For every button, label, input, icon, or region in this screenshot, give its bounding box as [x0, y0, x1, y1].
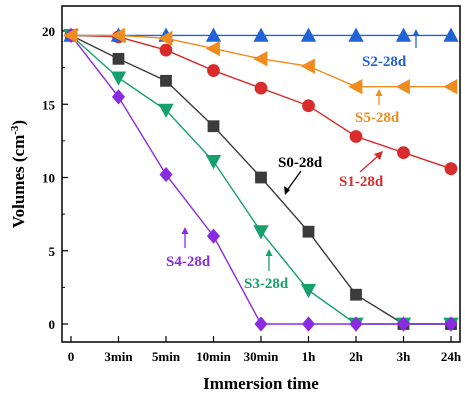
data-point-s3-28d — [205, 154, 222, 170]
data-point-s1-28d — [207, 64, 220, 77]
data-point-s5-28d — [395, 79, 410, 95]
data-point-s4-28d — [206, 228, 221, 244]
y-tick-label: 20 — [42, 24, 55, 39]
annotation-arrow-s1-28d — [359, 155, 379, 173]
y-axis-title-sup: -3 — [9, 125, 21, 135]
data-point-s0-28d — [207, 120, 220, 133]
data-point-s5-28d — [158, 30, 173, 46]
y-axis-title-main: Volumes (cm — [9, 135, 28, 228]
data-point-s2-28d — [205, 27, 222, 42]
data-point-s3-28d — [253, 225, 269, 240]
data-point-s2-28d — [348, 27, 364, 42]
data-point-s0-28d — [160, 74, 172, 87]
series-markers — [63, 27, 459, 332]
data-point-s2-28d — [443, 27, 459, 42]
data-point-s5-28d — [63, 27, 78, 44]
data-point-s5-28d — [300, 58, 315, 74]
data-point-s0-28d — [112, 52, 125, 65]
x-tick-label: 3min — [104, 349, 133, 364]
x-tick-label: 24h — [441, 349, 462, 364]
data-point-s3-28d — [110, 71, 127, 86]
annotation-arrowhead-s0-28d — [284, 186, 290, 195]
series-annotations: S2-28d S5-28d S1-28d S0-28d S3-28d S4-28… — [166, 29, 420, 292]
y-axis-title: Volumes (cm-3) — [9, 120, 28, 228]
data-point-s5-28d — [205, 40, 220, 57]
y-tick-label: 0 — [49, 317, 56, 332]
data-point-s1-28d — [159, 43, 173, 57]
data-point-s4-28d — [254, 316, 268, 332]
data-point-s3-28d — [300, 283, 317, 299]
data-point-s2-28d — [300, 27, 317, 42]
annotation-arrowhead-s4-28d — [181, 227, 189, 234]
annotation-s0-28d: S0-28d — [278, 155, 323, 171]
data-point-s3-28d — [158, 103, 174, 118]
data-point-s5-28d — [253, 51, 268, 67]
y-tick-label: 5 — [49, 244, 56, 259]
data-point-s4-28d — [111, 89, 126, 105]
annotation-arrowhead-s2-28d — [412, 29, 420, 36]
data-point-s0-28d — [350, 288, 362, 301]
annotation-arrow-s0-28d — [287, 170, 302, 190]
annotation-s2-28d: S2-28d — [362, 54, 407, 70]
y-tick-label: 15 — [42, 97, 56, 112]
annotation-arrowhead-s1-28d — [374, 151, 383, 160]
data-point-s5-28d — [348, 79, 363, 95]
x-tick-label: 30min — [244, 349, 279, 364]
data-point-s2-28d — [395, 27, 412, 42]
axis-ticks: 0 3min 5min 10min 30min 1h 2h 3h 24h 0 5 10 15 20 — [42, 24, 462, 364]
data-point-s1-28d — [254, 81, 268, 95]
x-tick-label: 2h — [349, 349, 364, 364]
x-axis-title: Immersion time — [203, 374, 319, 393]
annotation-s1-28d: S1-28d — [339, 174, 384, 190]
data-point-s1-28d — [302, 99, 315, 113]
annotation-s4-28d: S4-28d — [166, 254, 211, 270]
data-point-s1-28d — [349, 130, 363, 143]
data-point-s2-28d — [253, 27, 269, 42]
annotation-s3-28d: S3-28d — [244, 276, 289, 292]
data-point-s4-28d — [349, 316, 363, 332]
annotation-s5-28d: S5-28d — [355, 110, 400, 126]
x-tick-label: 1h — [302, 349, 317, 364]
data-point-s1-28d — [444, 162, 458, 176]
y-tick-label: 10 — [42, 171, 55, 186]
x-tick-label: 5min — [152, 349, 181, 364]
annotation-arrowhead-s5-28d — [375, 89, 383, 96]
data-point-s4-28d — [301, 316, 316, 332]
data-point-s4-28d — [444, 316, 458, 332]
data-point-s0-28d — [302, 225, 315, 238]
data-point-s0-28d — [255, 171, 267, 184]
data-point-s5-28d — [443, 79, 458, 95]
data-point-s4-28d — [396, 316, 411, 332]
x-tick-label: 3h — [397, 349, 412, 364]
data-point-s5-28d — [110, 27, 125, 44]
annotation-arrowhead-s3-28d — [265, 249, 273, 256]
data-point-s4-28d — [159, 166, 173, 183]
data-point-s1-28d — [397, 146, 410, 159]
x-tick-label: 10min — [196, 349, 231, 364]
y-axis-title-close: ) — [9, 120, 28, 126]
x-tick-label: 0 — [68, 349, 75, 364]
